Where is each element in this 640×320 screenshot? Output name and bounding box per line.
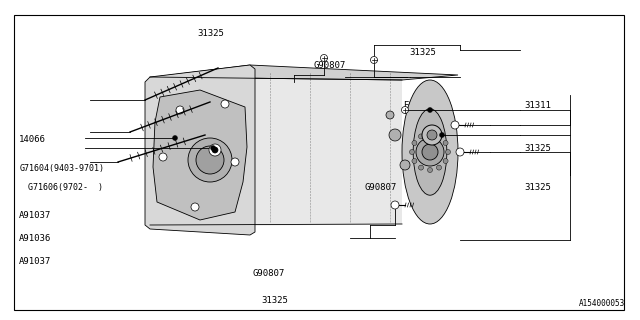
Circle shape (321, 54, 328, 61)
Circle shape (456, 148, 464, 156)
Text: G90807: G90807 (163, 77, 195, 86)
Text: G90807: G90807 (253, 269, 285, 278)
Circle shape (451, 121, 459, 129)
Circle shape (428, 132, 433, 137)
Text: G71604(9403-9701): G71604(9403-9701) (19, 164, 104, 172)
Circle shape (391, 201, 399, 209)
Circle shape (412, 158, 417, 164)
Text: G90807: G90807 (365, 183, 397, 192)
Text: 31325: 31325 (262, 296, 289, 305)
Circle shape (436, 134, 442, 139)
Circle shape (419, 134, 424, 139)
Text: 31325: 31325 (525, 183, 552, 192)
Text: A154000053: A154000053 (579, 299, 625, 308)
Text: A91037: A91037 (19, 211, 51, 220)
Polygon shape (153, 90, 247, 220)
Ellipse shape (413, 109, 447, 195)
Text: G90807: G90807 (419, 146, 451, 155)
Circle shape (371, 57, 378, 63)
Circle shape (410, 149, 415, 155)
Circle shape (389, 129, 401, 141)
Circle shape (176, 106, 184, 114)
Circle shape (196, 146, 224, 174)
Circle shape (412, 140, 417, 146)
Circle shape (400, 160, 410, 170)
Circle shape (231, 158, 239, 166)
Circle shape (386, 111, 394, 119)
Ellipse shape (402, 80, 458, 224)
Text: G90807: G90807 (314, 61, 346, 70)
Circle shape (209, 144, 221, 156)
Circle shape (419, 165, 424, 170)
Circle shape (211, 146, 216, 150)
Text: 31325: 31325 (410, 48, 436, 57)
Text: G33901: G33901 (403, 127, 435, 136)
Text: 14066: 14066 (19, 135, 46, 144)
Circle shape (212, 147, 218, 153)
Circle shape (422, 144, 438, 160)
Text: 31325: 31325 (525, 144, 552, 153)
Circle shape (422, 125, 442, 145)
Polygon shape (150, 77, 402, 227)
Circle shape (443, 158, 448, 164)
Text: A91036: A91036 (19, 234, 51, 243)
Circle shape (445, 149, 451, 155)
Circle shape (428, 108, 433, 113)
Polygon shape (145, 65, 255, 235)
Circle shape (427, 130, 437, 140)
Text: G71606(9702-  ): G71606(9702- ) (28, 183, 103, 192)
Circle shape (159, 153, 167, 161)
Text: 31325: 31325 (198, 29, 225, 38)
Circle shape (436, 165, 442, 170)
Text: 31311: 31311 (525, 101, 552, 110)
Circle shape (440, 132, 445, 138)
Circle shape (188, 138, 232, 182)
Text: E00802: E00802 (403, 101, 435, 110)
Circle shape (191, 203, 199, 211)
Circle shape (173, 135, 177, 140)
Polygon shape (155, 65, 458, 80)
Circle shape (416, 138, 444, 166)
Circle shape (221, 100, 229, 108)
Circle shape (443, 140, 448, 146)
Circle shape (428, 167, 433, 172)
Text: A91037: A91037 (19, 257, 51, 266)
Circle shape (401, 107, 408, 114)
